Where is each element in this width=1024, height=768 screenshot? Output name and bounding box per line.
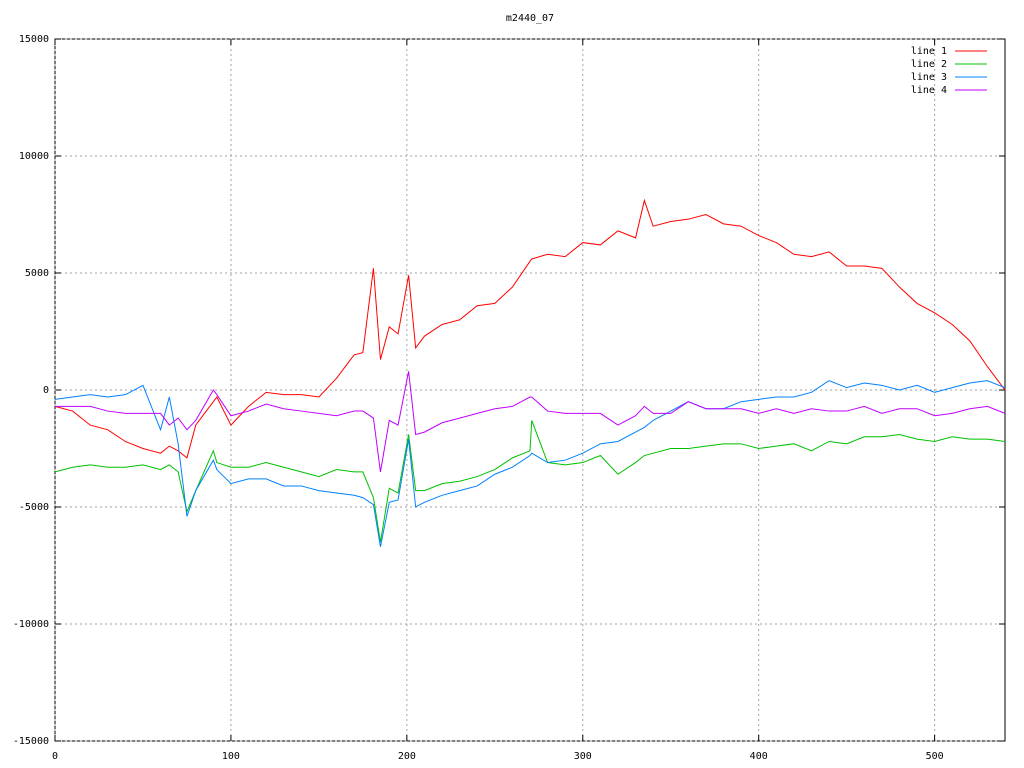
x-tick-label: 0 [52,751,58,762]
series-line [54,380,1006,547]
x-tick-label: 100 [222,751,240,762]
legend-label: line 2 [911,59,947,70]
chart-title: m2440_07 [506,13,554,24]
legend-label: line 4 [911,85,947,96]
y-tick-label: -10000 [13,619,49,630]
series-line [55,371,1006,472]
x-tick-label: 300 [574,751,592,762]
x-tick-label: 500 [926,751,944,762]
legend-label: line 1 [911,46,947,57]
y-tick-label: 15000 [19,34,49,45]
y-tick-label: -5000 [19,502,49,513]
y-tick-label: 5000 [25,268,49,279]
series-line [54,198,1006,459]
y-tick-label: 0 [43,385,49,396]
series-line [54,420,1006,543]
x-tick-label: 400 [750,751,768,762]
x-tick-label: 200 [398,751,416,762]
legend-label: line 3 [911,72,947,83]
y-tick-label: -15000 [13,736,49,747]
y-tick-label: 10000 [19,151,49,162]
